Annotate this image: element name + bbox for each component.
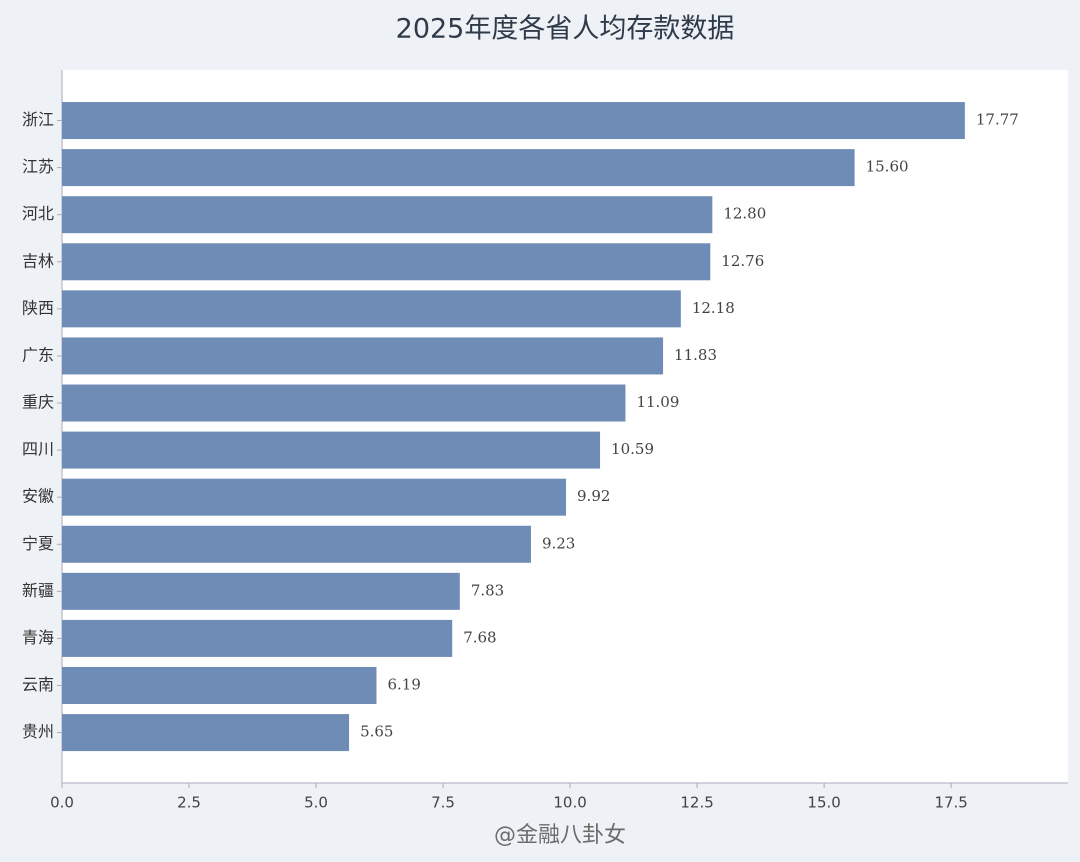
value-label: 7.68 [463, 628, 496, 646]
bar [62, 102, 965, 140]
y-tick-label: 安徽 [22, 487, 54, 506]
bar [62, 714, 350, 752]
x-tick-label: 0.0 [50, 794, 74, 812]
y-tick-label: 宁夏 [22, 534, 54, 553]
value-label: 12.80 [723, 205, 766, 223]
y-tick-label: 云南 [22, 675, 54, 694]
value-label: 12.76 [721, 252, 764, 270]
value-label: 10.59 [611, 440, 654, 458]
y-tick-label: 广东 [22, 345, 54, 364]
y-tick-label: 河北 [22, 204, 54, 223]
y-tick-label: 吉林 [22, 251, 54, 270]
value-label: 17.77 [976, 111, 1019, 129]
y-tick-label: 贵州 [22, 722, 54, 741]
x-tick-label: 15.0 [807, 794, 840, 812]
bar [62, 619, 453, 657]
value-label: 11.09 [636, 393, 679, 411]
value-label: 6.19 [388, 676, 421, 694]
bar [62, 290, 681, 328]
bar [62, 572, 460, 610]
x-tick-label: 17.5 [934, 794, 967, 812]
value-label: 9.23 [542, 534, 575, 552]
value-label: 7.83 [471, 581, 504, 599]
y-tick-label: 重庆 [22, 393, 54, 412]
watermark: @金融八卦女 [494, 823, 626, 848]
bar [62, 478, 567, 516]
chart-title: 2025年度各省人均存款数据 [396, 14, 735, 45]
x-tick-label: 2.5 [177, 794, 201, 812]
x-tick-label: 7.5 [431, 794, 455, 812]
bar [62, 431, 601, 469]
bar [62, 149, 855, 187]
y-tick-label: 陕西 [22, 298, 54, 317]
bar [62, 243, 711, 281]
x-tick-label: 5.0 [304, 794, 328, 812]
y-tick-label: 四川 [22, 440, 54, 459]
bar [62, 196, 713, 234]
y-tick-label: 江苏 [22, 157, 54, 176]
x-tick-label: 12.5 [680, 794, 713, 812]
value-label: 5.65 [360, 723, 393, 741]
value-label: 9.92 [577, 487, 610, 505]
bar [62, 384, 626, 422]
y-tick-label: 青海 [22, 628, 54, 647]
plot-area [62, 70, 1068, 783]
bar [62, 525, 531, 563]
y-tick-label: 新疆 [22, 581, 54, 600]
value-label: 12.18 [692, 299, 735, 317]
bar [62, 337, 664, 375]
value-label: 15.60 [866, 158, 909, 176]
value-label: 11.83 [674, 346, 717, 364]
bar [62, 667, 377, 704]
y-tick-label: 浙江 [22, 110, 54, 129]
x-tick-label: 10.0 [553, 794, 586, 812]
